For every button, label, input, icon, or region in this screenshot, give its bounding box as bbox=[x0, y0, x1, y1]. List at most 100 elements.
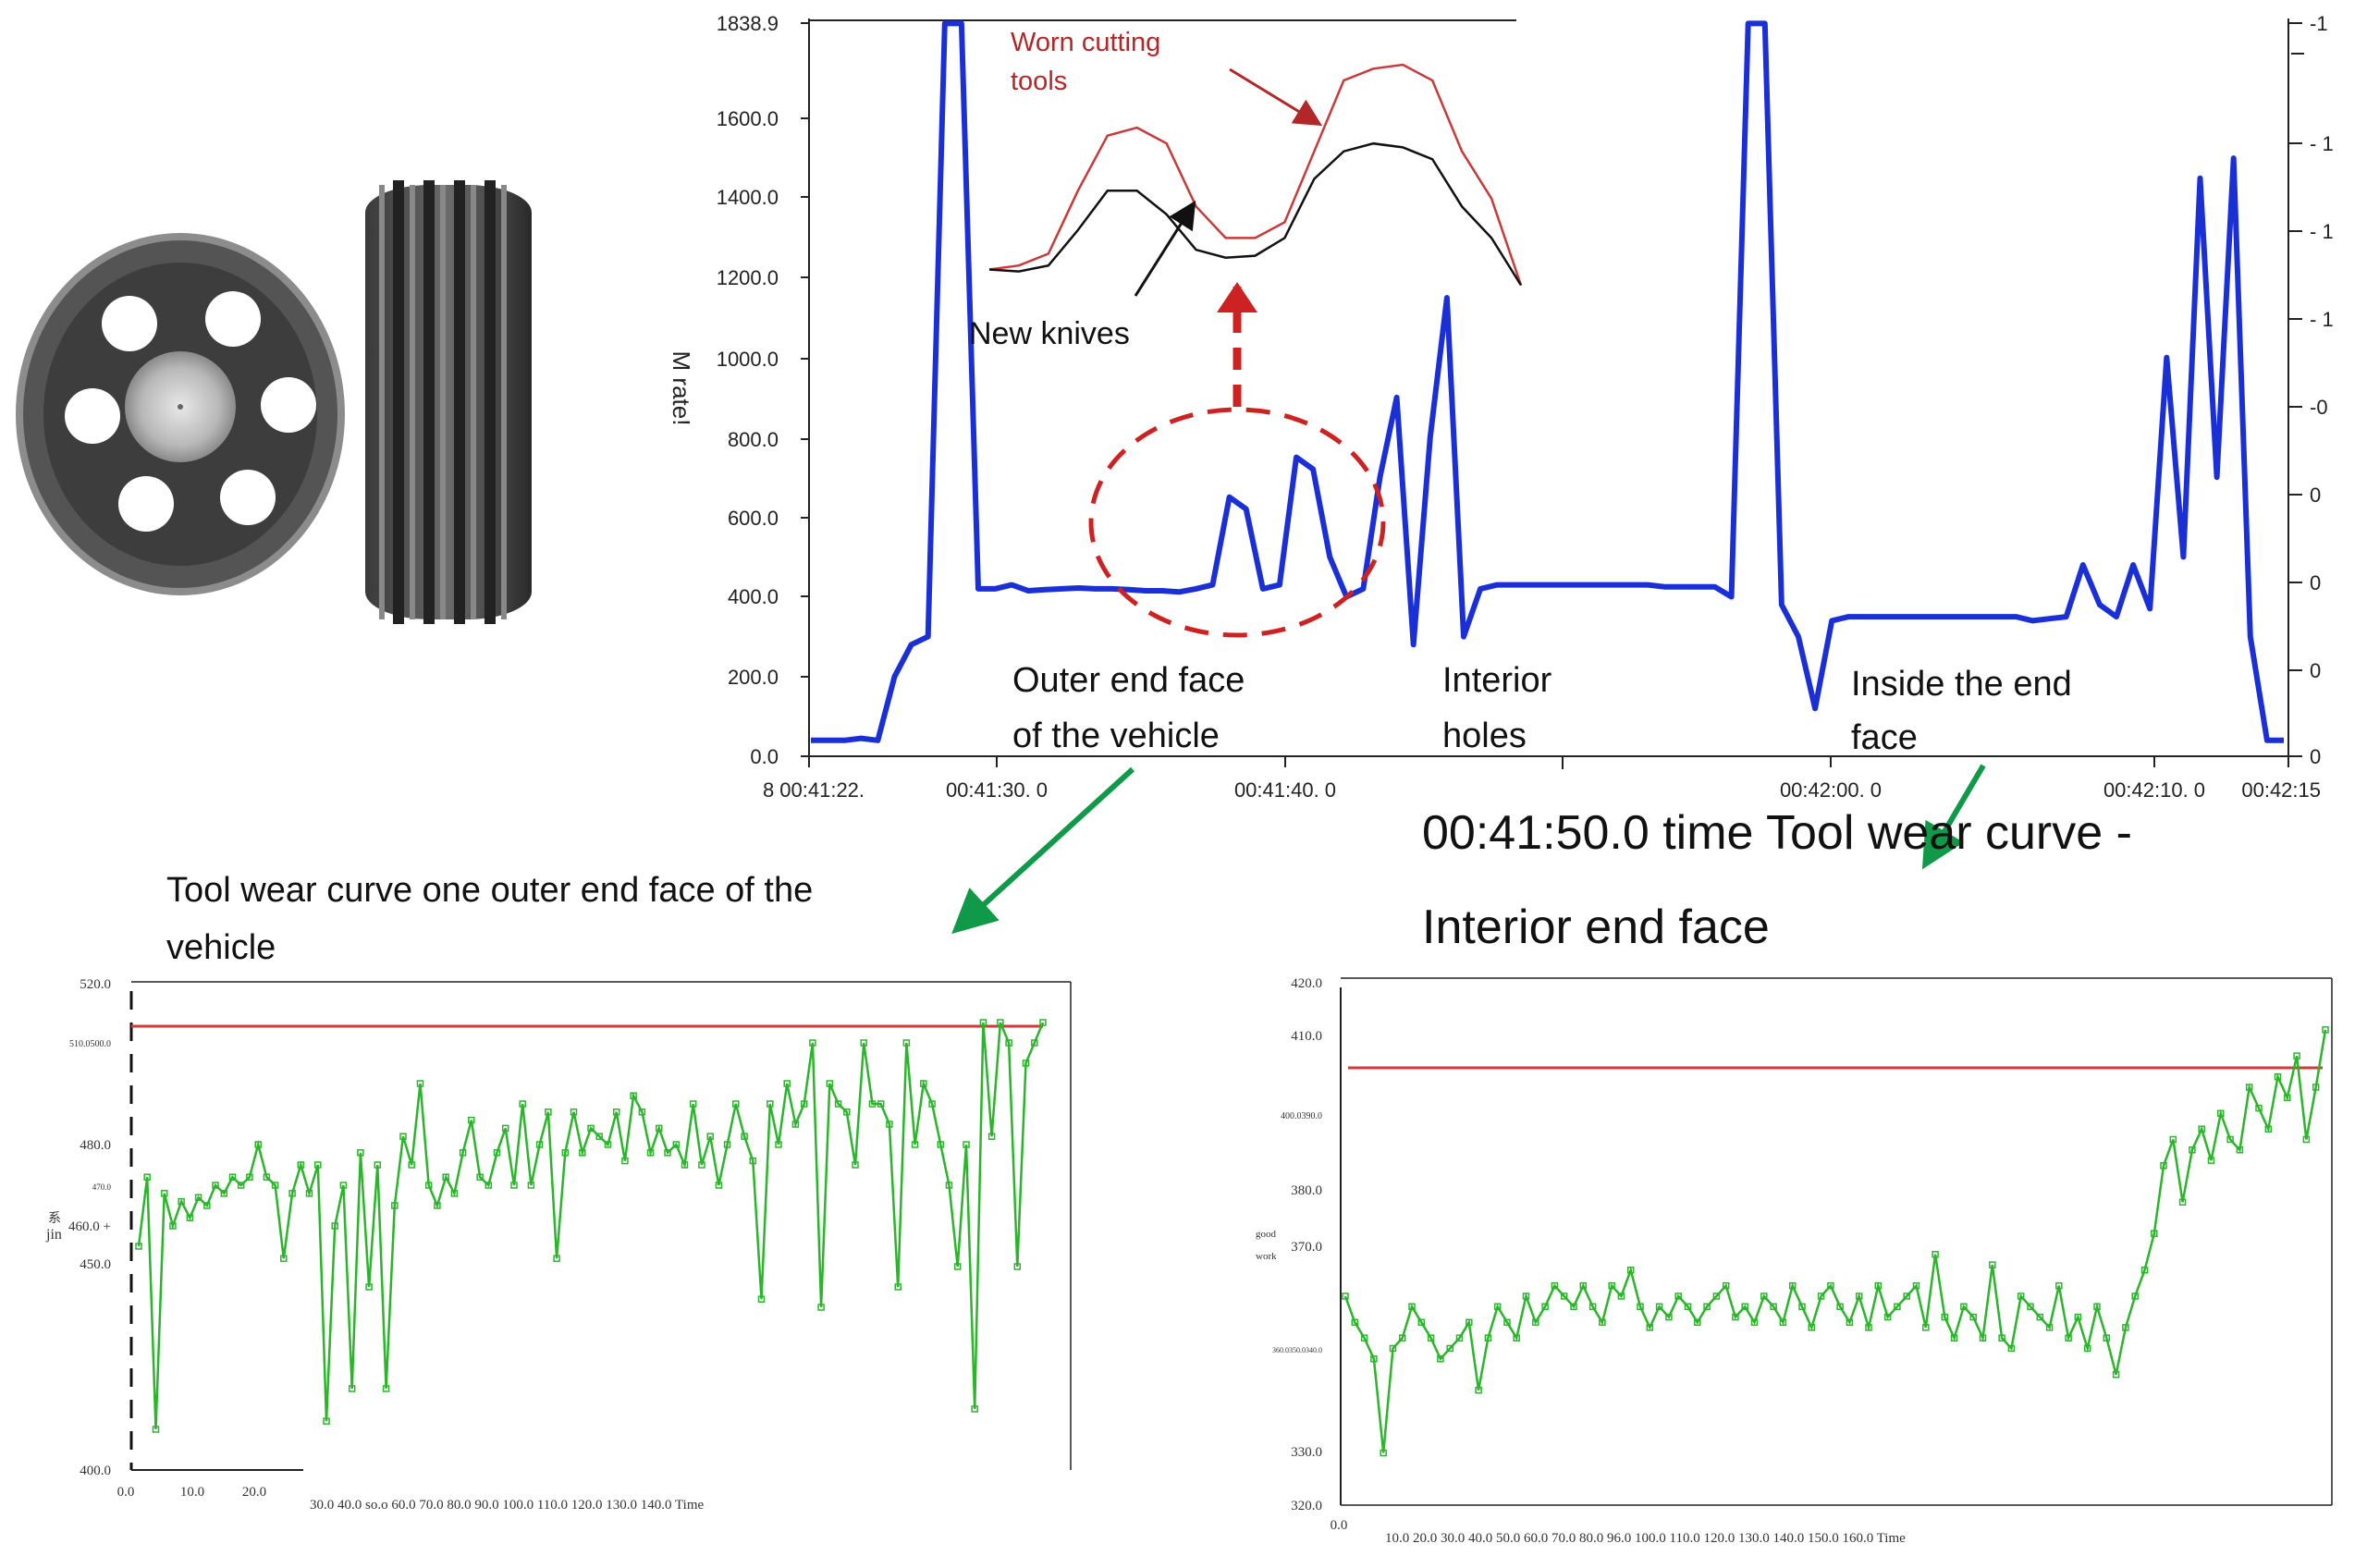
highlight-ring bbox=[1088, 407, 1386, 638]
outer-annotation-line2: of the vehicle bbox=[1012, 717, 1220, 755]
right-data-point bbox=[2007, 1344, 2016, 1353]
right-data-point bbox=[1950, 1334, 1958, 1341]
right-data-point bbox=[1674, 1292, 1682, 1300]
right-data-point bbox=[1979, 1334, 1987, 1341]
left-data-point bbox=[672, 1141, 681, 1148]
right-data-point bbox=[1475, 1386, 1482, 1394]
left-y-axis-label-glyph: 系 bbox=[48, 1211, 61, 1226]
right-y-tick: 320.0 bbox=[1291, 1499, 1322, 1513]
main-right-tick: 0 bbox=[2310, 571, 2321, 594]
main-y-tick: 200.0 bbox=[728, 666, 779, 689]
left-data-point bbox=[894, 1283, 901, 1291]
right-wear-line bbox=[1343, 1029, 2327, 1453]
main-y-tick: 1600.0 bbox=[717, 107, 779, 130]
left-x-tick: 0.0 bbox=[117, 1485, 135, 1500]
right-data-point bbox=[1750, 1318, 1759, 1327]
worn-annotation-line1: Worn cutting bbox=[1011, 28, 1160, 57]
left-data-point bbox=[160, 1190, 168, 1197]
right-data-point bbox=[1466, 1318, 1473, 1327]
left-data-point bbox=[749, 1157, 757, 1165]
pulley-hole bbox=[220, 470, 276, 525]
left-data-point bbox=[535, 1141, 544, 1148]
left-data-point bbox=[877, 1100, 885, 1108]
right-data-point bbox=[1694, 1318, 1701, 1327]
right-data-point bbox=[2207, 1157, 2215, 1164]
right-data-point bbox=[2103, 1334, 2111, 1341]
right-data-point bbox=[1846, 1318, 1854, 1327]
right-data-point bbox=[1370, 1355, 1378, 1363]
main-right-tick: - 1 bbox=[2310, 132, 2334, 155]
right-data-point bbox=[2131, 1292, 2139, 1300]
right-data-point bbox=[1608, 1281, 1615, 1290]
right-y-tick: 380.0 bbox=[1291, 1183, 1322, 1198]
right-data-point bbox=[1588, 1303, 1597, 1311]
right-data-point bbox=[1941, 1313, 1949, 1321]
right-data-point bbox=[1722, 1281, 1730, 1290]
left-data-point bbox=[220, 1190, 228, 1197]
left-data-point bbox=[741, 1133, 748, 1140]
right-data-point bbox=[2255, 1104, 2263, 1112]
right-data-point bbox=[1989, 1261, 1996, 1268]
left-chart-title-line2: vehicle bbox=[166, 928, 276, 967]
right-data-point bbox=[2245, 1084, 2253, 1091]
left-data-point bbox=[612, 1109, 620, 1116]
right-data-point bbox=[1732, 1313, 1739, 1321]
left-data-point bbox=[1039, 1019, 1047, 1026]
left-y-tick: 510.0500.0 bbox=[69, 1039, 111, 1049]
right-data-point bbox=[1579, 1281, 1588, 1290]
left-data-point bbox=[297, 1161, 305, 1169]
left-data-point bbox=[843, 1109, 851, 1116]
right-data-point bbox=[1617, 1292, 1625, 1300]
pulley-photo bbox=[16, 180, 532, 624]
right-data-point bbox=[2083, 1344, 2091, 1353]
left-data-point bbox=[186, 1214, 194, 1221]
right-data-point bbox=[1351, 1318, 1359, 1327]
interior-annotation-line1: Interior bbox=[1442, 661, 1552, 700]
main-y-axis-label: M rate! bbox=[668, 351, 695, 426]
left-data-point bbox=[280, 1255, 288, 1262]
left-data-point bbox=[868, 1100, 877, 1108]
right-wear-chart: 420.0 410.0 400.0390.0 380.0 370.0 360.0350.0… bbox=[1256, 976, 2333, 1546]
right-data-point bbox=[1741, 1303, 1748, 1311]
left-data-point bbox=[834, 1100, 842, 1108]
right-data-point bbox=[1646, 1324, 1654, 1331]
main-y-tick: 400.0 bbox=[728, 585, 779, 608]
left-data-point bbox=[860, 1039, 867, 1047]
inside-annotation-line1: Inside the end bbox=[1851, 665, 2072, 704]
left-data-point bbox=[519, 1100, 526, 1108]
left-data-point bbox=[442, 1173, 449, 1181]
left-data-point bbox=[339, 1182, 348, 1189]
left-data-point bbox=[809, 1039, 816, 1047]
left-data-point bbox=[664, 1149, 671, 1157]
right-data-point bbox=[1912, 1281, 1920, 1290]
left-y-tick: 460.0 + bbox=[68, 1219, 111, 1234]
main-y-tick: 1400.0 bbox=[717, 186, 779, 209]
right-data-point bbox=[2112, 1371, 2120, 1378]
left-data-point bbox=[791, 1121, 800, 1128]
left-y-tick: 520.0 bbox=[80, 977, 111, 992]
new-annotation: New knives bbox=[969, 316, 1130, 351]
left-data-point bbox=[698, 1161, 705, 1169]
left-data-point bbox=[450, 1190, 459, 1197]
inside-annotation-line2: face bbox=[1851, 718, 1918, 757]
left-data-point bbox=[852, 1161, 859, 1169]
left-data-point bbox=[595, 1133, 603, 1140]
left-data-point bbox=[399, 1133, 407, 1140]
right-data-point bbox=[2140, 1267, 2149, 1274]
right-data-point bbox=[1855, 1292, 1863, 1300]
right-data-point bbox=[1703, 1303, 1711, 1311]
pulley-hole bbox=[65, 388, 120, 444]
main-x-tick: 8 00:41:22. bbox=[763, 778, 865, 802]
left-data-point bbox=[510, 1182, 518, 1189]
right-y-tick: 360.0350.0340.0 bbox=[1272, 1346, 1322, 1354]
left-data-point bbox=[971, 1405, 978, 1413]
right-data-point bbox=[1599, 1318, 1606, 1327]
left-data-point bbox=[928, 1100, 936, 1108]
pulley-side-view bbox=[365, 180, 532, 624]
left-data-point bbox=[681, 1161, 689, 1169]
right-y-axis-label-line2: work bbox=[1256, 1251, 1277, 1262]
left-data-point bbox=[246, 1173, 253, 1181]
right-data-point bbox=[1427, 1334, 1435, 1341]
main-right-tick: -1 bbox=[2310, 12, 2328, 35]
worn-tool-line bbox=[988, 63, 1523, 286]
